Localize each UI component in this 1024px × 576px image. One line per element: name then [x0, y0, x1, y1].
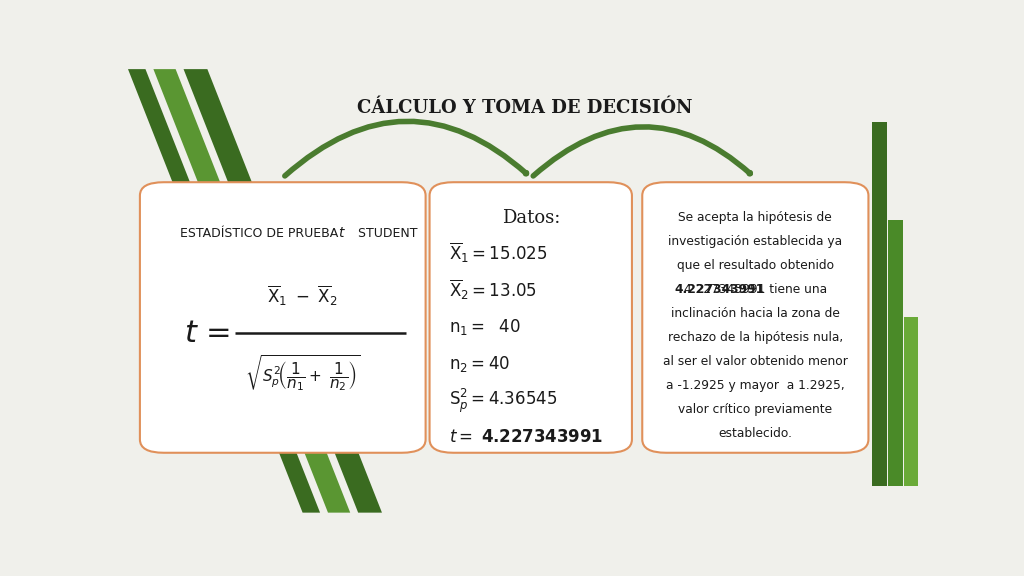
- Text: $\overline{\mathrm{X}}_1 \ - \ \overline{\mathrm{X}}_2$: $\overline{\mathrm{X}}_1 \ - \ \overline…: [267, 284, 338, 308]
- Polygon shape: [183, 69, 382, 513]
- Text: investigación establecida ya: investigación establecida ya: [669, 235, 843, 248]
- FancyBboxPatch shape: [430, 182, 632, 453]
- Text: $\mathit{t}$: $\mathit{t}$: [338, 226, 346, 240]
- FancyBboxPatch shape: [642, 182, 868, 453]
- Text: $\mathrm{n}_2 = 40$: $\mathrm{n}_2 = 40$: [450, 354, 510, 374]
- Text: $\boldsymbol{\mathit{t}}= \ \mathbf{4.227343991}$: $\boldsymbol{\mathit{t}}= \ \mathbf{4.22…: [450, 428, 604, 446]
- Polygon shape: [154, 69, 350, 513]
- Text: 4.227343991: 4.227343991: [675, 283, 765, 296]
- Text: $\overline{\mathrm{X}}_2 = 13.05$: $\overline{\mathrm{X}}_2 = 13.05$: [450, 278, 538, 302]
- Text: $\overline{\mathrm{X}}_1 = 15.025$: $\overline{\mathrm{X}}_1 = 15.025$: [450, 241, 548, 265]
- Bar: [904, 317, 919, 486]
- Text: 4.227343991 tiene una: 4.227343991 tiene una: [684, 283, 827, 296]
- Text: ESTADÍSTICO DE PRUEBA: ESTADÍSTICO DE PRUEBA: [179, 227, 342, 240]
- Text: Se acepta la hipótesis de: Se acepta la hipótesis de: [679, 211, 833, 224]
- Text: $\mathrm{S}_p^2 = 4.36545$: $\mathrm{S}_p^2 = 4.36545$: [450, 386, 558, 415]
- Text: inclinación hacia la zona de: inclinación hacia la zona de: [671, 307, 840, 320]
- Text: $\sqrt{S_p^2\!\left(\dfrac{1}{n_1} + \ \dfrac{1}{n_2}\right)}$: $\sqrt{S_p^2\!\left(\dfrac{1}{n_1} + \ \…: [245, 354, 360, 393]
- Text: a -1.2925 y mayor  a 1.2925,: a -1.2925 y mayor a 1.2925,: [666, 379, 845, 392]
- Text: rechazo de la hipótesis nula,: rechazo de la hipótesis nula,: [668, 331, 843, 344]
- Text: CÁLCULO Y TOMA DE DECISIÓN: CÁLCULO Y TOMA DE DECISIÓN: [357, 99, 692, 117]
- Text: Datos:: Datos:: [502, 209, 560, 227]
- FancyBboxPatch shape: [140, 182, 426, 453]
- Text: establecido.: establecido.: [719, 427, 793, 439]
- Bar: [872, 122, 887, 486]
- Text: STUDENT: STUDENT: [354, 227, 418, 240]
- Text: valor crítico previamente: valor crítico previamente: [678, 403, 833, 416]
- Bar: [888, 220, 902, 486]
- Text: $\boldsymbol{\mathit{t}}$ =: $\boldsymbol{\mathit{t}}$ =: [183, 319, 229, 348]
- Text: al ser el valor obtenido menor: al ser el valor obtenido menor: [663, 355, 848, 368]
- Polygon shape: [128, 69, 321, 513]
- Text: $\mathrm{n}_1 = \ \ 40$: $\mathrm{n}_1 = \ \ 40$: [450, 317, 521, 337]
- Text: que el resultado obtenido: que el resultado obtenido: [677, 259, 834, 272]
